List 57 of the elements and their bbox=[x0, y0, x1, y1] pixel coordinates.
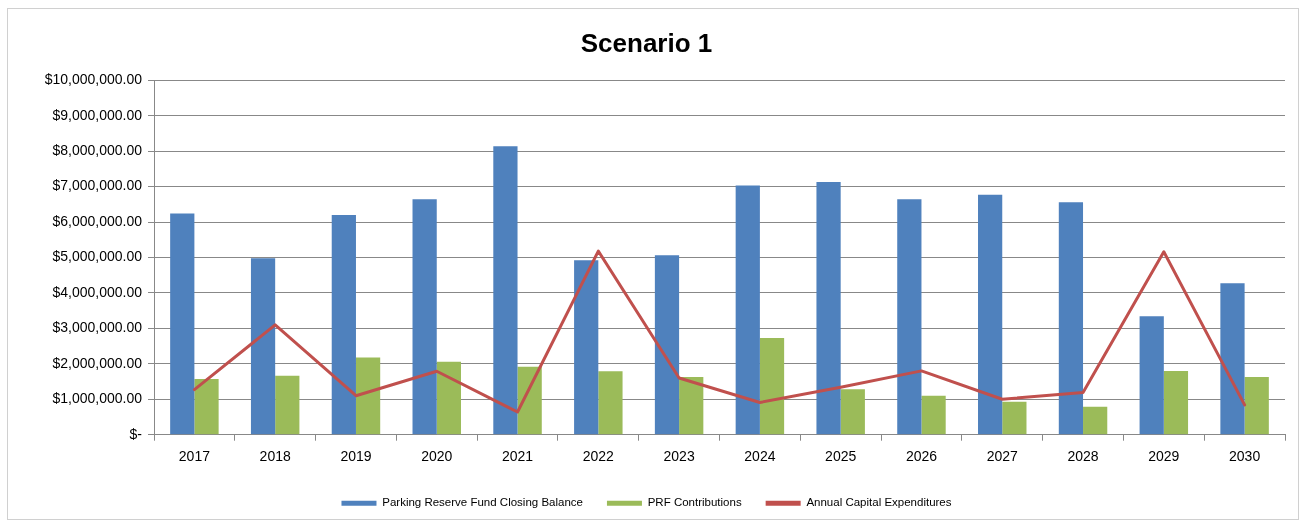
bar bbox=[816, 181, 841, 435]
bar bbox=[840, 389, 865, 435]
y-tick-label: $4,000,000.00 bbox=[52, 283, 143, 300]
bar bbox=[331, 214, 356, 435]
bar bbox=[170, 213, 195, 435]
bar bbox=[679, 376, 704, 435]
y-tick-label: $8,000,000.00 bbox=[52, 141, 143, 158]
bar bbox=[735, 185, 760, 435]
bar bbox=[436, 361, 461, 435]
x-tick-label: 2022 bbox=[582, 447, 615, 464]
x-tick-label: 2026 bbox=[905, 447, 938, 464]
x-tick-label: 2023 bbox=[663, 447, 695, 464]
chart-title: Scenario 1 bbox=[580, 27, 713, 58]
legend-label: PRF Contributions bbox=[647, 496, 742, 509]
y-tick-label: $1,000,000.00 bbox=[52, 390, 143, 407]
x-tick-label: 2018 bbox=[259, 447, 291, 464]
bar bbox=[250, 258, 276, 435]
bar bbox=[897, 199, 922, 435]
bar bbox=[1244, 376, 1269, 435]
bar bbox=[1002, 401, 1027, 435]
y-tick-label: $5,000,000.00 bbox=[52, 248, 143, 265]
bar bbox=[1139, 316, 1164, 435]
x-tick-label: 2019 bbox=[340, 447, 372, 464]
bar bbox=[598, 371, 623, 435]
x-tick-label: 2028 bbox=[1067, 447, 1099, 464]
bar bbox=[1058, 202, 1084, 435]
bar bbox=[921, 395, 946, 435]
x-tick-label: 2030 bbox=[1229, 447, 1261, 464]
y-tick-label: $6,000,000.00 bbox=[52, 212, 143, 229]
x-tick-label: 2027 bbox=[986, 447, 1019, 464]
bar bbox=[517, 366, 542, 435]
y-tick-label: $3,000,000.00 bbox=[52, 319, 143, 336]
legend-label: Parking Reserve Fund Closing Balance bbox=[382, 496, 583, 509]
bar bbox=[978, 194, 1003, 435]
bar bbox=[493, 146, 518, 435]
bar bbox=[412, 199, 437, 435]
x-tick-label: 2021 bbox=[501, 447, 534, 464]
legend-label: Annual Capital Expenditures bbox=[806, 496, 952, 509]
bar bbox=[194, 379, 219, 435]
x-tick-label: 2025 bbox=[825, 447, 857, 464]
x-tick-label: 2029 bbox=[1148, 447, 1180, 464]
x-tick-label: 2024 bbox=[744, 447, 776, 464]
y-tick-label: $10,000,000.00 bbox=[44, 71, 143, 88]
bar bbox=[275, 375, 300, 435]
y-tick-label: $- bbox=[129, 425, 143, 442]
bar bbox=[1083, 406, 1108, 435]
bar bbox=[355, 357, 381, 435]
y-tick-label: $9,000,000.00 bbox=[52, 106, 143, 123]
y-tick-label: $7,000,000.00 bbox=[52, 177, 143, 194]
x-tick-label: 2017 bbox=[178, 447, 211, 464]
x-tick-label: 2020 bbox=[421, 447, 453, 464]
bar bbox=[574, 260, 599, 435]
bar bbox=[1163, 370, 1189, 435]
y-tick-label: $2,000,000.00 bbox=[52, 354, 143, 371]
bar bbox=[1220, 283, 1245, 435]
bar bbox=[759, 337, 785, 435]
bar bbox=[654, 255, 680, 435]
